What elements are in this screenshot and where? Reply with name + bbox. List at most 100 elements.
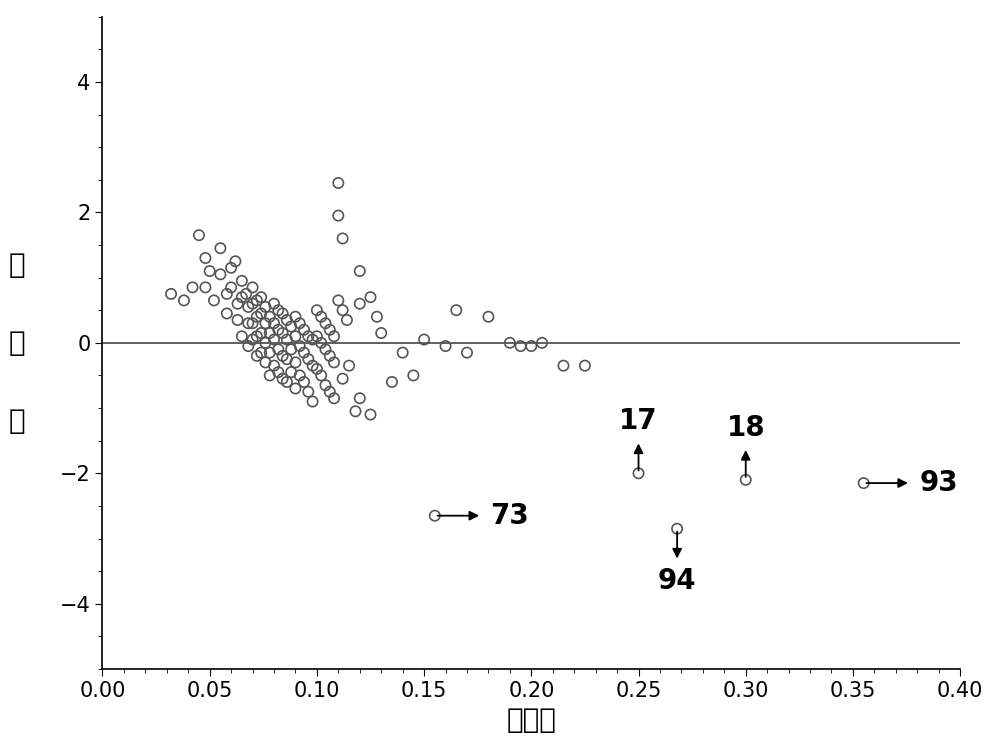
Point — [326, 357, 342, 369]
Point — [317, 379, 333, 391]
Text: 残: 残 — [8, 251, 25, 279]
Text: 差: 差 — [8, 329, 25, 357]
Point — [738, 474, 754, 486]
Point — [270, 343, 286, 355]
Point — [257, 336, 273, 348]
Point — [309, 330, 325, 342]
Point — [313, 311, 329, 323]
Point — [330, 210, 346, 222]
Point — [245, 317, 261, 329]
Point — [300, 330, 316, 342]
Point — [459, 347, 475, 359]
Point — [249, 294, 265, 306]
Point — [253, 291, 269, 303]
Point — [335, 372, 351, 385]
Point — [296, 347, 312, 359]
Point — [287, 330, 303, 342]
Point — [212, 243, 228, 255]
Point — [322, 324, 338, 336]
Point — [856, 477, 872, 489]
Point — [275, 307, 291, 319]
Point — [317, 317, 333, 329]
Point — [292, 340, 308, 352]
Point — [223, 282, 239, 294]
Point — [249, 350, 265, 362]
Point — [369, 311, 385, 323]
Point — [305, 333, 321, 345]
Point — [245, 297, 261, 309]
Text: 値: 値 — [8, 407, 25, 435]
Point — [279, 333, 295, 345]
Point — [448, 304, 464, 316]
Point — [326, 330, 342, 342]
Point — [279, 314, 295, 326]
Point — [257, 317, 273, 329]
Point — [335, 304, 351, 316]
Point — [266, 297, 282, 309]
Point — [335, 233, 351, 245]
Point — [191, 229, 207, 241]
Point — [292, 317, 308, 329]
Point — [212, 268, 228, 280]
Point — [300, 353, 316, 365]
Point — [253, 327, 269, 339]
Point — [330, 294, 346, 306]
Point — [279, 376, 295, 388]
Point — [287, 382, 303, 394]
Point — [523, 340, 539, 352]
Point — [266, 360, 282, 372]
Point — [253, 307, 269, 319]
Point — [534, 336, 550, 348]
Point — [362, 409, 378, 421]
Point — [317, 343, 333, 355]
Point — [240, 317, 256, 329]
Point — [438, 340, 454, 352]
Point — [283, 366, 299, 379]
Point — [352, 392, 368, 404]
Point — [373, 327, 389, 339]
Point — [480, 311, 496, 323]
Point — [296, 376, 312, 388]
Point — [279, 353, 295, 365]
Point — [296, 324, 312, 336]
Point — [230, 314, 246, 326]
Text: 17: 17 — [619, 408, 658, 436]
Point — [669, 523, 685, 535]
Point — [266, 333, 282, 345]
Point — [270, 304, 286, 316]
Point — [341, 360, 357, 372]
Point — [249, 330, 265, 342]
Point — [347, 406, 363, 418]
Point — [577, 360, 593, 372]
Point — [249, 311, 265, 323]
Point — [513, 340, 529, 352]
Point — [275, 327, 291, 339]
Point — [202, 265, 218, 277]
Point — [352, 265, 368, 277]
Point — [219, 288, 235, 300]
Point — [427, 510, 443, 522]
Point — [305, 360, 321, 372]
Point — [206, 294, 222, 306]
Point — [339, 314, 355, 326]
Text: 93: 93 — [919, 469, 958, 497]
Point — [238, 288, 254, 300]
Point — [253, 347, 269, 359]
Point — [326, 392, 342, 404]
Text: 73: 73 — [491, 502, 529, 529]
Point — [287, 311, 303, 323]
Point — [384, 376, 400, 388]
Point — [185, 282, 201, 294]
Point — [287, 357, 303, 369]
Point — [230, 297, 246, 309]
Point — [283, 321, 299, 333]
Point — [262, 327, 278, 339]
Point — [227, 255, 243, 267]
Point — [245, 282, 261, 294]
Text: 94: 94 — [658, 566, 696, 595]
Point — [262, 347, 278, 359]
Point — [234, 275, 250, 287]
Point — [502, 336, 518, 348]
Point — [292, 369, 308, 382]
Point — [234, 330, 250, 342]
